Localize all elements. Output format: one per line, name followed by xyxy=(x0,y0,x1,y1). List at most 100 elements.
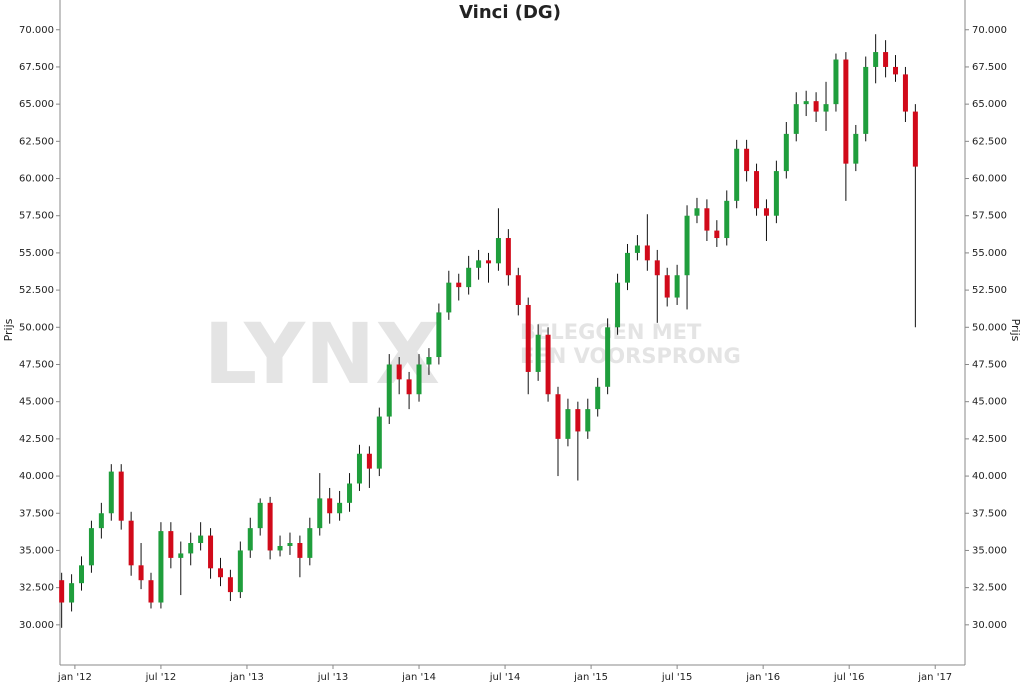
y-axis-label: Prijs xyxy=(1009,319,1022,342)
x-tick-label: jan '13 xyxy=(229,672,264,683)
y-tick-label: 60.000 xyxy=(972,174,1007,185)
x-tick-label: jul '15 xyxy=(661,672,693,683)
y-tick-label: 70.000 xyxy=(972,25,1007,36)
y-tick-label: 57.500 xyxy=(19,211,54,222)
y-tick-label: 42.500 xyxy=(972,434,1007,445)
candle-body xyxy=(317,498,323,529)
y-tick-label: 37.500 xyxy=(972,508,1007,519)
candle-body xyxy=(208,535,214,569)
y-tick-label: 62.500 xyxy=(972,136,1007,147)
candle-body xyxy=(664,275,670,298)
candle-body xyxy=(525,304,531,372)
candle-body xyxy=(495,238,501,264)
candle-body xyxy=(148,580,154,603)
candle-body xyxy=(565,409,571,439)
candle-body xyxy=(704,208,710,231)
candle-body xyxy=(724,200,730,239)
y-tick-label: 30.000 xyxy=(972,620,1007,631)
candle-body xyxy=(406,379,412,395)
candle-body xyxy=(188,543,194,554)
candle-body xyxy=(376,416,382,469)
candle-body xyxy=(257,502,263,529)
candle-body xyxy=(833,59,839,105)
candle-body xyxy=(674,275,680,298)
candle-body xyxy=(247,528,253,551)
candle-body xyxy=(654,260,660,276)
x-tick-label: jul '13 xyxy=(317,672,349,683)
x-tick-label: jan '14 xyxy=(401,672,436,683)
watermark: LYNX xyxy=(204,305,440,403)
candle-body xyxy=(644,245,650,261)
candle-body xyxy=(605,327,611,387)
y-tick-label: 50.000 xyxy=(972,322,1007,333)
candle-body xyxy=(684,215,690,276)
y-tick-label: 35.000 xyxy=(19,545,54,556)
candle-body xyxy=(287,543,293,546)
y-tick-label: 67.500 xyxy=(972,62,1007,73)
y-tick-label: 57.500 xyxy=(972,211,1007,222)
candle-body xyxy=(79,565,85,584)
candle-body xyxy=(615,282,621,328)
candle-body xyxy=(486,260,492,264)
candle-body xyxy=(813,101,819,112)
y-tick-label: 52.500 xyxy=(972,285,1007,296)
x-tick-label: jan '12 xyxy=(57,672,92,683)
candle-body xyxy=(436,312,442,358)
candle-body xyxy=(416,364,422,395)
candle-body xyxy=(853,133,859,164)
y-tick-label: 65.000 xyxy=(972,99,1007,110)
candle-body xyxy=(883,52,889,67)
candle-body xyxy=(843,59,849,164)
y-tick-label: 70.000 xyxy=(19,25,54,36)
candle-body xyxy=(744,148,750,172)
candle-body xyxy=(307,528,313,558)
candle-body xyxy=(912,111,918,167)
candle-body xyxy=(624,252,630,283)
candle-body xyxy=(783,133,789,172)
candle-body xyxy=(902,74,908,112)
x-tick-label: jul '12 xyxy=(145,672,177,683)
candle-body xyxy=(337,502,343,514)
candle-body xyxy=(634,245,640,253)
candle-body xyxy=(227,577,233,593)
candle-body xyxy=(873,52,879,67)
y-tick-label: 60.000 xyxy=(19,174,54,185)
y-tick-label: 47.500 xyxy=(19,359,54,370)
candle-body xyxy=(575,409,581,432)
y-tick-label: 32.500 xyxy=(972,583,1007,594)
y-tick-label: 62.500 xyxy=(19,136,54,147)
y-tick-label: 42.500 xyxy=(19,434,54,445)
candle-body xyxy=(118,471,124,521)
y-tick-label: 37.500 xyxy=(19,508,54,519)
candle-body xyxy=(217,568,223,578)
candle-body xyxy=(535,334,541,372)
candle-body xyxy=(446,282,452,313)
candle-body xyxy=(773,171,779,216)
y-tick-label: 55.000 xyxy=(972,248,1007,259)
candle-body xyxy=(88,528,94,566)
candle-body xyxy=(893,66,899,75)
y-tick-label: 67.500 xyxy=(19,62,54,73)
candle-body xyxy=(356,453,362,484)
candle-body xyxy=(59,580,65,603)
y-tick-label: 35.000 xyxy=(972,545,1007,556)
candle-body xyxy=(476,260,482,268)
y-tick-label: 45.000 xyxy=(19,397,54,408)
candle-body xyxy=(823,104,829,112)
x-tick-label: jan '16 xyxy=(745,672,780,683)
candle-body xyxy=(98,513,104,529)
candle-body xyxy=(694,208,700,216)
chart-title: Vinci (DG) xyxy=(459,2,561,23)
candle-body xyxy=(555,394,561,439)
watermark: EEN VOORSPRONG xyxy=(520,344,741,368)
candle-body xyxy=(267,502,273,551)
candle-body xyxy=(327,498,333,514)
y-tick-label: 47.500 xyxy=(972,359,1007,370)
candle-body xyxy=(138,565,144,581)
candle-body xyxy=(466,267,472,288)
candle-body xyxy=(803,101,809,105)
x-tick-label: jul '16 xyxy=(833,672,865,683)
candle-body xyxy=(366,453,372,469)
candle-body xyxy=(595,386,601,410)
y-tick-label: 52.500 xyxy=(19,285,54,296)
